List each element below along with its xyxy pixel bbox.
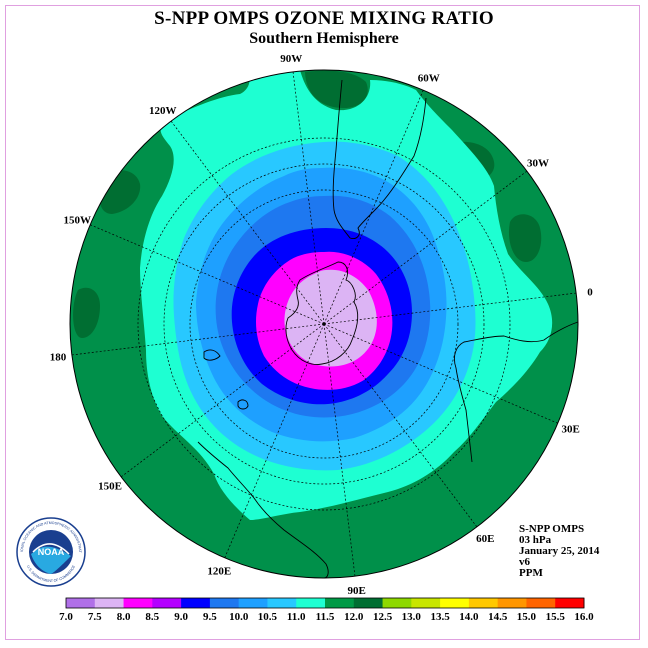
coastlines [197, 79, 579, 579]
map-subtitle: Southern Hemisphere [249, 30, 399, 47]
longitude-label: 60E [476, 533, 494, 545]
legend-swatches [65, 597, 585, 609]
legend-swatch [497, 598, 527, 608]
legend-tick-label: 11.0 [287, 611, 306, 623]
longitude-label: 120W [149, 105, 177, 117]
coastline-antarctica [285, 261, 359, 365]
latitude-circle [189, 189, 459, 459]
legend-tick-label: 13.0 [402, 611, 422, 623]
legend-swatch [555, 598, 585, 608]
map-boundary [69, 69, 579, 579]
longitude-label: 90E [348, 585, 366, 597]
legend-tick-label: 9.0 [174, 611, 188, 623]
legend-swatch [440, 598, 470, 608]
legend-swatch [209, 598, 240, 608]
legend-border [65, 597, 585, 609]
coastline-tasmania [237, 399, 249, 410]
figure-frame [5, 5, 640, 640]
product-version: v6 [519, 556, 530, 568]
legend-swatch [123, 598, 153, 608]
legend-tick-label: 12.0 [344, 611, 364, 623]
longitude-label: 120E [207, 566, 231, 578]
legend-swatch [152, 598, 182, 608]
zone-12-0-patch [73, 287, 100, 338]
legend-swatch [94, 598, 125, 608]
legend-tick-label: 10.5 [258, 611, 278, 623]
legend-tick-label: 14.0 [459, 611, 479, 623]
zone-12-0-patch [305, 70, 368, 108]
legend-tick-label: 15.5 [546, 611, 566, 623]
legend-tick-label: 7.0 [59, 611, 73, 623]
legend-swatch [382, 598, 412, 608]
legend-swatch [238, 598, 268, 608]
longitude-label: 150W [64, 214, 92, 226]
legend-tick-label: 13.5 [430, 611, 450, 623]
noaa-logo: NOAA NATIONAL OCEANIC AND ATMOSPHERIC AD… [15, 516, 86, 587]
logo-text: NOAA [38, 547, 65, 557]
legend-swatch [66, 598, 96, 608]
zone-8-0 [284, 269, 377, 367]
legend-tick-label: 8.5 [145, 611, 159, 623]
legend-tick-label: 9.5 [203, 611, 217, 623]
map-field [70, 70, 578, 578]
logo-bird [32, 543, 70, 555]
observation-date: January 25, 2014 [519, 545, 600, 557]
color-legend: 7.0 7.5 8.0 8.5 9.0 9.5 10.0 10.5 11.0 11.5 12.0 12… [59, 597, 594, 623]
legend-tick-label: 8.0 [117, 611, 131, 623]
longitude-label: 90W [280, 53, 302, 65]
legend-swatch [296, 598, 326, 608]
coastline-new-zealand [203, 349, 221, 361]
map-title: S-NPP OMPS OZONE MIXING RATIO [154, 8, 494, 29]
legend-tick-label: 11.5 [316, 611, 335, 623]
instrument-label: S-NPP OMPS [519, 523, 585, 535]
coastline-africa [453, 321, 579, 463]
longitude-label: 30E [562, 424, 580, 436]
latitude-circle [137, 137, 511, 511]
legend-tick-label: 16.0 [574, 611, 594, 623]
legend-tick-label: 14.5 [488, 611, 508, 623]
legend-swatch [267, 598, 297, 608]
legend-tick-label: 12.5 [373, 611, 393, 623]
coastline-australia [197, 441, 329, 579]
legend-swatch [468, 598, 499, 608]
longitude-label: 180 [50, 352, 67, 364]
units-label: PPM [519, 567, 543, 579]
zone-12-0-patch [508, 214, 542, 262]
legend-tick-label: 10.0 [229, 611, 249, 623]
legend-swatch [181, 598, 211, 608]
graticule [71, 71, 577, 577]
longitude-labels: 90W 60W 30W 0 30E 60E 90E 120E 150E 180 150W 120W [50, 53, 594, 597]
legend-swatch [411, 598, 441, 608]
info-block: S-NPP OMPS 03 hPa January 25, 2014 v6 PP… [519, 524, 599, 579]
longitude-label: 150E [98, 480, 122, 492]
latitude-circle [163, 163, 485, 485]
legend-tick-label: 15.0 [517, 611, 537, 623]
longitude-label: 30W [527, 158, 549, 170]
logo-wave [31, 546, 71, 574]
legend-swatch [353, 598, 384, 608]
legend-swatch [526, 598, 556, 608]
legend-swatch [325, 598, 355, 608]
coastline-south-america [332, 79, 427, 239]
legend-tick-label: 7.5 [88, 611, 102, 623]
longitude-label: 0 [587, 286, 593, 298]
legend-labels: 7.0 7.5 8.0 8.5 9.0 9.5 10.0 10.5 11.0 11.5 12.0 12… [59, 611, 594, 623]
pressure-level: 03 hPa [519, 534, 552, 546]
longitude-label: 60W [418, 72, 440, 84]
